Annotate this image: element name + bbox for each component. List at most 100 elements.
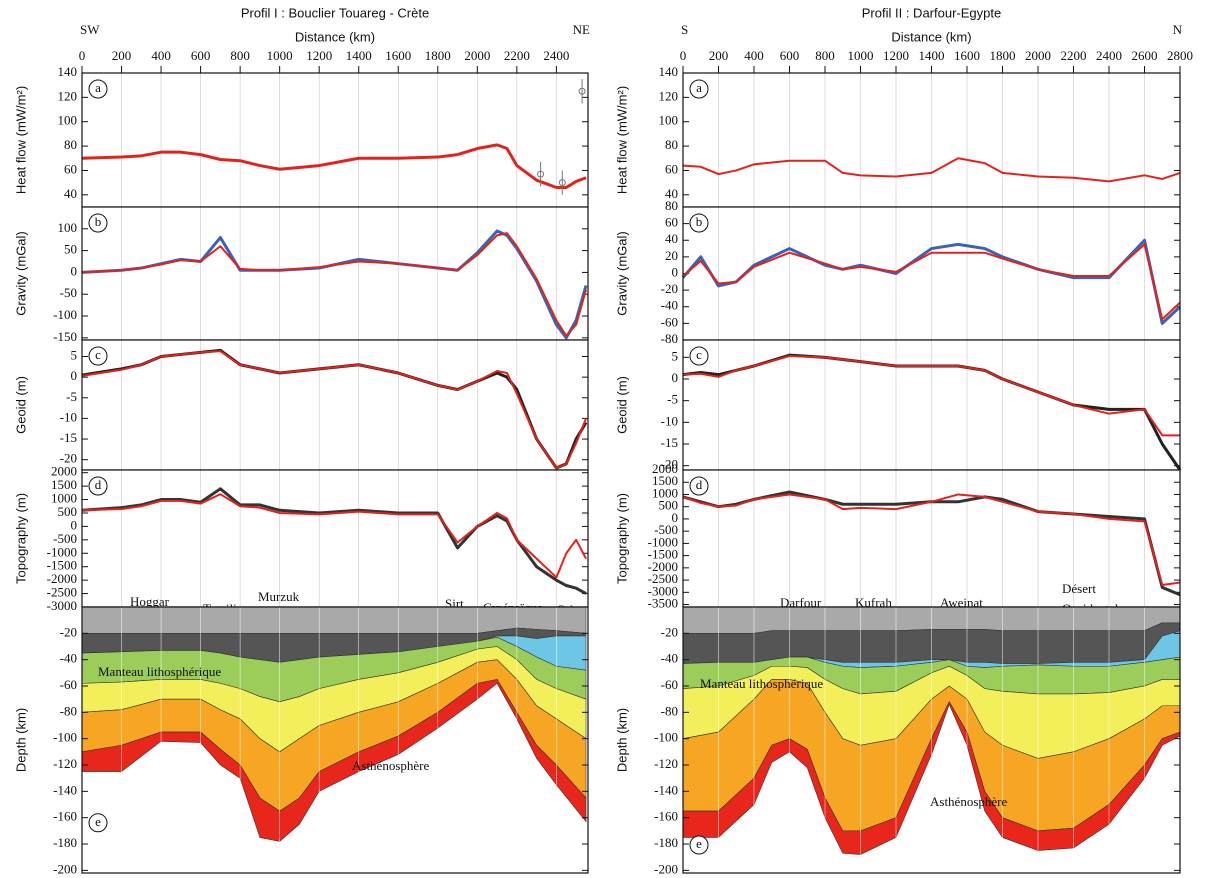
panel-letter-circle xyxy=(689,79,709,99)
y-tick-label: -15 xyxy=(661,435,678,450)
x-tick-label: 600 xyxy=(191,48,211,63)
panel-letter-circle xyxy=(689,346,709,366)
y-tick-label: -1000 xyxy=(648,534,678,549)
panel-letter-circle xyxy=(88,213,108,233)
y-tick-label: -2500 xyxy=(47,585,77,600)
x-tick-label: 2800 xyxy=(1167,48,1193,63)
annotation: Darfour xyxy=(780,595,822,610)
panel-letter: a xyxy=(696,80,702,95)
y-tick-label: -2000 xyxy=(47,571,77,586)
y-tick-label: -2000 xyxy=(648,559,678,574)
x-tick-label: 1800 xyxy=(990,48,1016,63)
x-tick-label: 200 xyxy=(112,48,132,63)
end-label: NE xyxy=(573,22,590,37)
y-axis-label: Gravity (mGal) xyxy=(13,231,28,316)
y-tick-label: -5 xyxy=(66,389,77,404)
x-tick-label: 1600 xyxy=(385,48,411,63)
y-tick-label: -1500 xyxy=(47,558,77,573)
y-tick-label: -500 xyxy=(53,531,77,546)
x-tick-label: 1800 xyxy=(425,48,451,63)
panel-letter-circle xyxy=(88,476,108,496)
x-tick-label: 1400 xyxy=(346,48,372,63)
layer xyxy=(81,679,587,842)
x-axis-label: Distance (km) xyxy=(295,29,375,44)
x-tick-label: 600 xyxy=(780,48,800,63)
model-line xyxy=(682,243,1181,321)
annotation: Asthénosphère xyxy=(352,758,429,773)
y-tick-label: 1000 xyxy=(652,485,678,500)
panel-letter: c xyxy=(95,347,101,362)
y-tick-label: 2000 xyxy=(652,461,678,476)
y-tick-label: -60 xyxy=(60,677,77,692)
panel-letter-circle xyxy=(88,813,108,833)
x-tick-label: 2600 xyxy=(1132,48,1158,63)
annotation: Aweinat xyxy=(940,595,983,610)
panel-letter: e xyxy=(696,836,702,851)
y-tick-label: -100 xyxy=(53,730,77,745)
y-tick-label: -20 xyxy=(661,624,678,639)
x-tick-label: 0 xyxy=(79,48,86,63)
y-tick-label: -120 xyxy=(654,756,678,771)
panel-background xyxy=(82,73,588,207)
panel-letter: a xyxy=(95,80,101,95)
y-tick-label: -500 xyxy=(654,522,678,537)
y-tick-label: 100 xyxy=(58,220,78,235)
y-tick-label: -100 xyxy=(654,730,678,745)
end-label: S xyxy=(681,22,688,37)
panel-frame xyxy=(81,606,589,874)
y-tick-label: 50 xyxy=(64,242,77,257)
panel-letter-circle xyxy=(88,79,108,99)
y-tick-label: -160 xyxy=(654,809,678,824)
observation-point xyxy=(578,87,586,95)
annotation: Hoggar xyxy=(130,594,170,609)
y-tick-label: -20 xyxy=(60,451,77,466)
y-axis-label: Geoid (m) xyxy=(614,376,629,434)
y-tick-label: -3500 xyxy=(648,596,678,611)
y-tick-label: -10 xyxy=(60,409,77,424)
x-tick-label: 1200 xyxy=(883,48,909,63)
annotation: Murzuk xyxy=(258,589,300,604)
y-axis-label: Depth (km) xyxy=(614,708,629,772)
y-tick-label: 60 xyxy=(665,215,678,230)
panel-letter: b xyxy=(95,214,102,229)
y-tick-label: -180 xyxy=(654,835,678,850)
x-tick-label: 2200 xyxy=(504,48,530,63)
observation-point xyxy=(558,179,566,187)
y-tick-label: -15 xyxy=(60,430,77,445)
y-tick-label: -20 xyxy=(661,457,678,472)
x-tick-label: 2400 xyxy=(543,48,569,63)
y-tick-label: 20 xyxy=(665,248,678,263)
y-tick-label: 40 xyxy=(64,186,77,201)
y-tick-label: 1000 xyxy=(51,491,77,506)
observed-line xyxy=(81,143,587,190)
x-tick-label: 2000 xyxy=(464,48,490,63)
y-tick-label: 80 xyxy=(665,198,678,213)
panel-letter-circle xyxy=(689,835,709,855)
y-tick-label: 5 xyxy=(71,347,78,362)
y-tick-label: -60 xyxy=(661,314,678,329)
annotation: Désert xyxy=(1062,581,1096,596)
y-tick-label: -10 xyxy=(661,413,678,428)
annotation: Kufrah xyxy=(855,595,892,610)
y-axis-label: Geoid (m) xyxy=(13,376,28,434)
y-axis-label: Heat flow (mW/m²) xyxy=(614,86,629,194)
panel-background xyxy=(82,470,588,607)
y-tick-label: 140 xyxy=(659,64,679,79)
y-tick-label: -80 xyxy=(60,703,77,718)
y-tick-label: -3000 xyxy=(648,583,678,598)
y-tick-label: 1500 xyxy=(652,473,678,488)
observed-line xyxy=(81,487,587,595)
y-tick-label: 40 xyxy=(665,231,678,246)
observation-point xyxy=(537,170,545,178)
y-tick-label: -5 xyxy=(667,392,678,407)
y-tick-label: -20 xyxy=(661,281,678,296)
y-tick-label: 60 xyxy=(665,161,678,176)
x-tick-label: 1400 xyxy=(919,48,945,63)
y-tick-label: -20 xyxy=(60,624,77,639)
y-axis-label: Gravity (mGal) xyxy=(614,231,629,316)
x-tick-label: 2200 xyxy=(1061,48,1087,63)
y-tick-label: -80 xyxy=(661,331,678,346)
x-tick-label: 0 xyxy=(680,48,687,63)
panel-background xyxy=(82,207,588,340)
end-label: N xyxy=(1173,22,1183,37)
